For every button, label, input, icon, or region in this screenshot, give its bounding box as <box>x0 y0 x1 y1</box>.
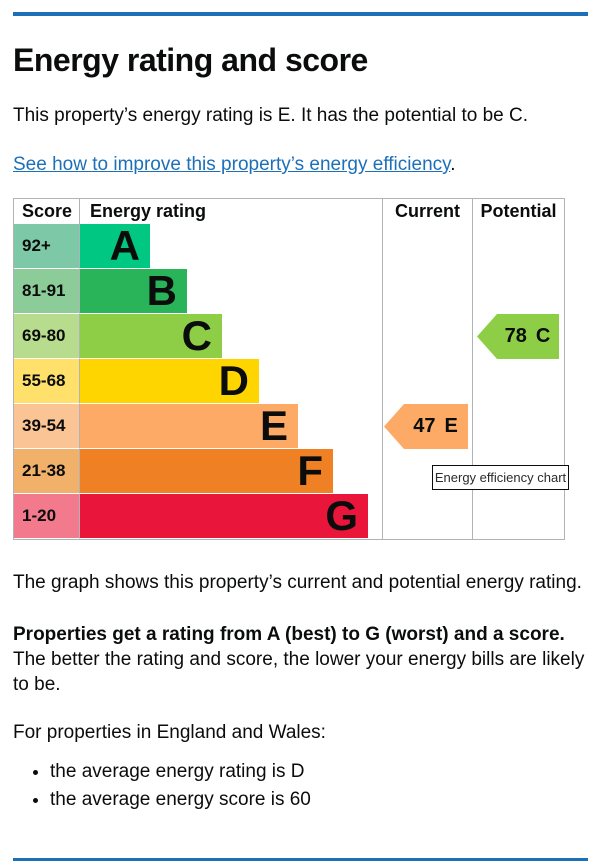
potential-column-cell <box>472 404 564 449</box>
band-letter: F <box>297 447 323 494</box>
band-score-range: 69-80 <box>14 314 79 359</box>
band-bar-cell: G <box>79 494 382 539</box>
rating-explanation-rest: The better the rating and score, the low… <box>13 649 585 695</box>
band-row-c: 69-80 C 78 C <box>14 314 564 359</box>
header-current: Current <box>382 199 472 224</box>
header-score: Score <box>14 199 79 224</box>
potential-column-cell: 78 C <box>472 314 564 359</box>
energy-certificate-page: Energy rating and score This property’s … <box>0 12 601 861</box>
band-letter: G <box>325 492 358 539</box>
rating-explanation-bold: Properties get a rating from A (best) to… <box>13 624 565 645</box>
potential-rating-arrow: 78 C <box>477 314 559 359</box>
current-column-cell <box>382 494 472 539</box>
band-bar-c: C <box>80 314 222 358</box>
band-score-range: 81-91 <box>14 269 79 314</box>
band-score-range: 92+ <box>14 224 79 269</box>
current-score-value: 47 <box>413 415 436 437</box>
energy-efficiency-chart: Score Energy rating Current Potential 92… <box>13 198 569 540</box>
potential-rating-letter: C <box>535 325 551 347</box>
band-row-e: 39-54 E 47 E <box>14 404 564 449</box>
potential-column-cell <box>472 224 564 269</box>
current-column-cell <box>382 224 472 269</box>
band-letter: E <box>259 402 288 449</box>
top-section-divider <box>13 12 588 16</box>
link-suffix: . <box>450 154 456 175</box>
current-column-cell <box>382 314 472 359</box>
chart-bands: 92+ A 81-91 B 69-80 C 78 C 55-68 D 39-54 E 47 E 21-38 F… <box>14 224 564 539</box>
regions-line: For properties in England and Wales: <box>13 722 326 743</box>
band-bar-cell: C <box>79 314 382 359</box>
band-bar-cell: F <box>79 449 382 494</box>
chart-header-row: Score Energy rating Current Potential <box>14 199 564 224</box>
potential-column-cell <box>472 494 564 539</box>
chart-tooltip: Energy efficiency chart <box>432 465 569 490</box>
current-column-cell: 47 E <box>382 404 472 449</box>
current-column-cell <box>382 449 472 494</box>
potential-column-cell <box>472 269 564 314</box>
rating-explanation: Properties get a rating from A (best) to… <box>13 622 588 697</box>
current-rating-letter: E <box>444 415 458 437</box>
average-bullet: the average energy rating is D <box>50 761 588 783</box>
band-bar-g: G <box>80 494 368 538</box>
band-bar-cell: D <box>79 359 382 404</box>
header-potential: Potential <box>472 199 564 224</box>
band-bar-cell: B <box>79 269 382 314</box>
band-letter: D <box>218 357 249 404</box>
band-bar-b: B <box>80 269 187 313</box>
potential-score-value: 78 <box>504 325 527 347</box>
band-row-b: 81-91 B <box>14 269 564 314</box>
band-score-range: 39-54 <box>14 404 79 449</box>
band-bar-cell: E <box>79 404 382 449</box>
band-letter: B <box>146 267 177 314</box>
improve-link-line: See how to improve this property’s energ… <box>13 153 588 177</box>
potential-column-cell <box>472 359 564 404</box>
current-rating-arrow: 47 E <box>384 404 468 449</box>
graph-caption: The graph shows this property’s current … <box>13 572 582 593</box>
current-column-cell <box>382 269 472 314</box>
average-bullet: the average energy score is 60 <box>50 789 588 811</box>
averages-list: the average energy rating is D the averag… <box>13 761 588 811</box>
improve-efficiency-link[interactable]: See how to improve this property’s energ… <box>13 154 451 175</box>
band-row-f: 21-38 F <box>14 449 564 494</box>
band-letter: C <box>181 312 212 359</box>
band-row-g: 1-20 G <box>14 494 564 539</box>
band-bar-cell: A <box>79 224 382 269</box>
band-bar-f: F <box>80 449 333 493</box>
rating-summary-text: This property’s energy rating is E. It h… <box>13 105 529 126</box>
header-energy-rating: Energy rating <box>79 199 382 224</box>
band-bar-d: D <box>80 359 259 403</box>
band-score-range: 1-20 <box>14 494 79 539</box>
current-column-cell <box>382 359 472 404</box>
band-score-range: 21-38 <box>14 449 79 494</box>
page-title: Energy rating and score <box>13 42 368 78</box>
band-row-a: 92+ A <box>14 224 564 269</box>
band-row-d: 55-68 D <box>14 359 564 404</box>
band-letter: A <box>109 222 140 269</box>
band-bar-e: E <box>80 404 298 448</box>
band-bar-a: A <box>80 224 150 268</box>
band-score-range: 55-68 <box>14 359 79 404</box>
